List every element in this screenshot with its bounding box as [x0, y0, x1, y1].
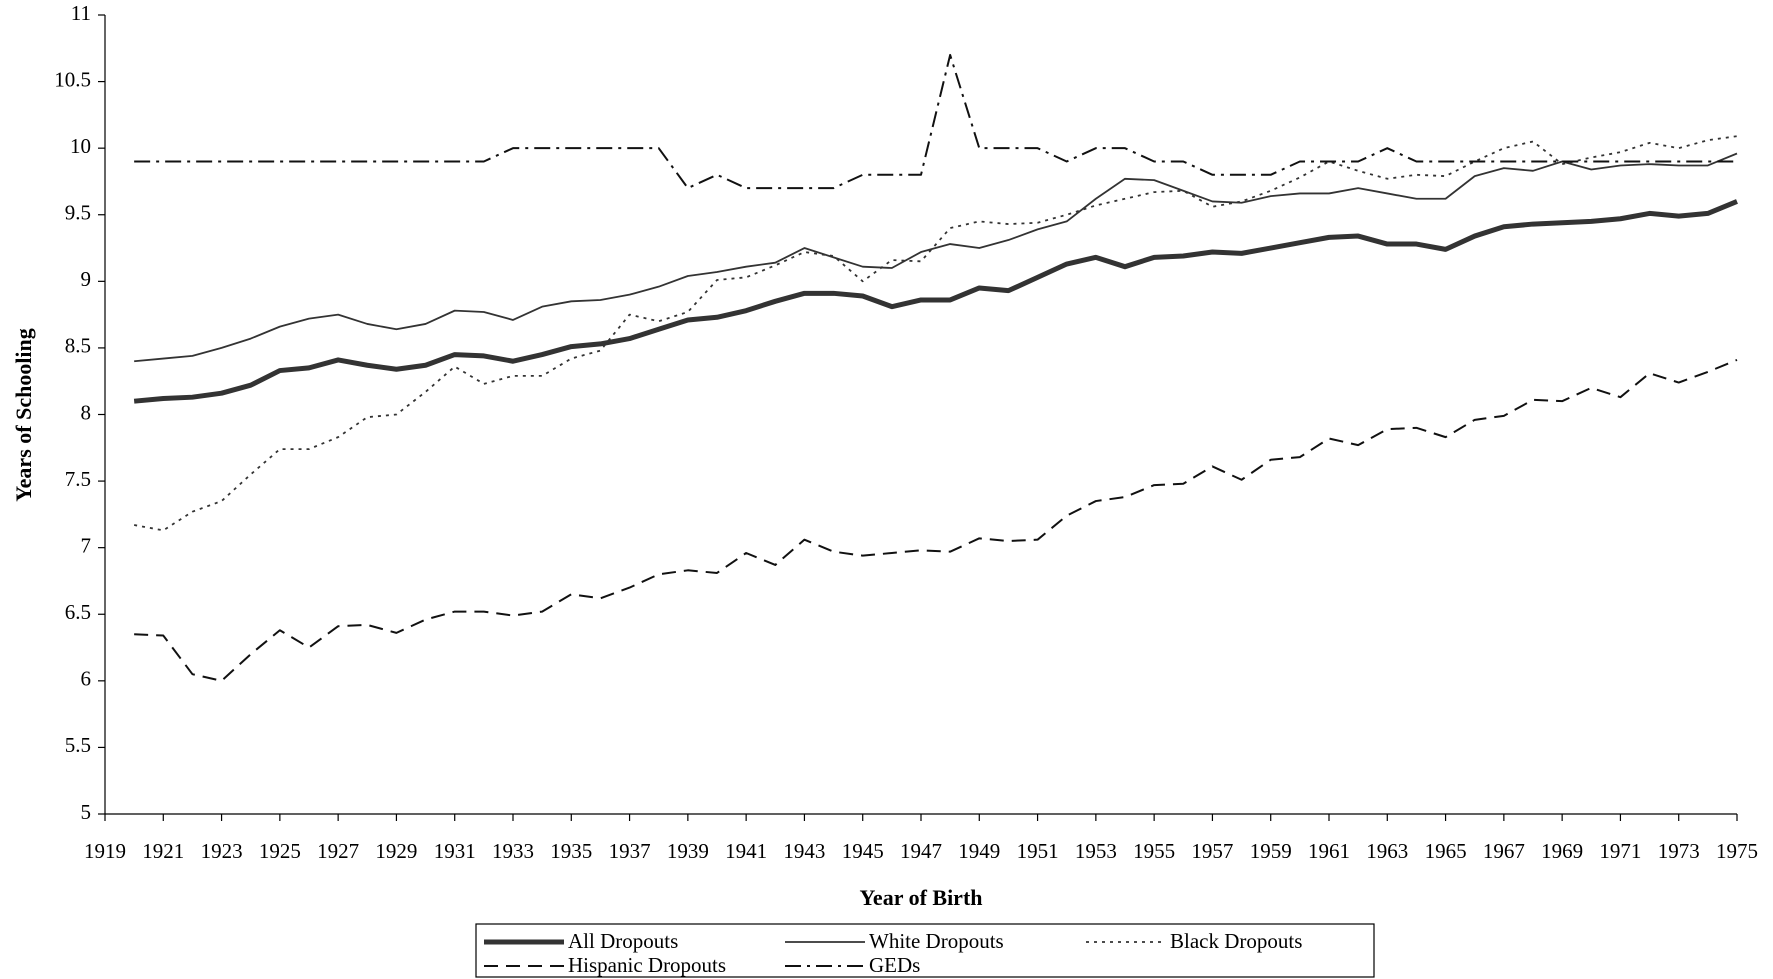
y-tick-label: 10 [70, 134, 91, 158]
x-tick-label: 1919 [84, 839, 126, 863]
x-tick-label: 1963 [1366, 839, 1408, 863]
series-line [133, 135, 1738, 532]
x-tick-label: 1955 [1133, 839, 1175, 863]
legend-label: All Dropouts [568, 929, 678, 953]
series-line [134, 152, 1738, 363]
series-line [134, 53, 1737, 190]
x-tick-label: 1939 [667, 839, 709, 863]
x-tick-label: 1961 [1308, 839, 1350, 863]
series-line [134, 358, 1738, 682]
legend-label: White Dropouts [869, 929, 1004, 953]
y-tick-label: 7.5 [65, 467, 91, 491]
y-tick-label: 11 [71, 1, 91, 25]
x-tick-label: 1973 [1658, 839, 1700, 863]
x-tick-label: 1937 [609, 839, 651, 863]
x-tick-label: 1931 [434, 839, 476, 863]
legend-label: GEDs [869, 953, 920, 977]
y-tick-label: 7 [81, 533, 92, 557]
legend-label: Hispanic Dropouts [568, 953, 726, 977]
y-tick-label: 6 [81, 667, 92, 691]
x-tick-label: 1945 [842, 839, 884, 863]
x-tick-label: 1959 [1250, 839, 1292, 863]
x-tick-label: 1975 [1716, 839, 1758, 863]
x-tick-label: 1923 [201, 839, 243, 863]
series-line [133, 199, 1738, 404]
y-tick-label: 10.5 [54, 67, 91, 91]
y-tick-label: 8 [81, 400, 92, 424]
x-tick-label: 1967 [1483, 839, 1525, 863]
y-tick-label: 5.5 [65, 733, 91, 757]
x-tick-label: 1933 [492, 839, 534, 863]
x-tick-label: 1943 [783, 839, 825, 863]
y-tick-label: 9 [81, 267, 92, 291]
x-tick-label: 1921 [142, 839, 184, 863]
x-tick-label: 1969 [1541, 839, 1583, 863]
x-tick-label: 1927 [317, 839, 359, 863]
x-tick-label: 1941 [725, 839, 767, 863]
x-tick-label: 1935 [550, 839, 592, 863]
legend-box [475, 923, 1375, 978]
legend-label: Black Dropouts [1170, 929, 1302, 953]
x-axis-title: Year of Birth [859, 885, 982, 910]
x-tick-label: 1947 [900, 839, 942, 863]
x-tick-label: 1953 [1075, 839, 1117, 863]
x-tick-label: 1949 [958, 839, 1000, 863]
y-tick-label: 8.5 [65, 334, 91, 358]
y-tick-label: 5 [81, 800, 92, 824]
x-tick-label: 1929 [375, 839, 417, 863]
x-tick-label: 1925 [259, 839, 301, 863]
y-tick-label: 9.5 [65, 201, 91, 225]
y-tick-label: 6.5 [65, 600, 91, 624]
x-tick-label: 1951 [1017, 839, 1059, 863]
x-tick-label: 1965 [1425, 839, 1467, 863]
x-tick-label: 1957 [1191, 839, 1233, 863]
x-tick-label: 1971 [1599, 839, 1641, 863]
y-axis-title: Years of Schooling [11, 328, 36, 502]
